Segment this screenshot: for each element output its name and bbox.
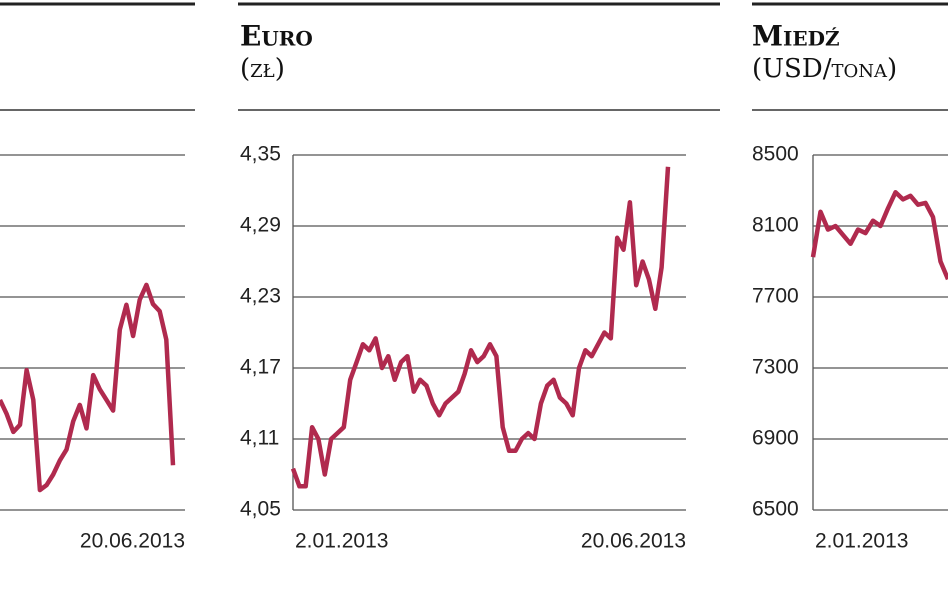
y-tick-label: 7300 xyxy=(752,356,799,379)
data-line xyxy=(810,190,948,281)
x-tick-label: 20.06.2013 xyxy=(80,530,185,553)
y-tick-label: 8100 xyxy=(752,214,799,237)
y-tick-label: 6500 xyxy=(752,498,799,521)
y-tick-label: 7700 xyxy=(752,285,799,308)
x-tick-label: 20.06.2013 xyxy=(581,530,686,553)
chart-title: Miedź xyxy=(752,20,840,53)
y-tick-label: 8500 xyxy=(752,143,799,166)
data-line xyxy=(0,282,176,493)
y-tick-label: 6900 xyxy=(752,427,799,450)
x-tick-label: 2.01.2013 xyxy=(815,530,908,553)
y-tick-label: 4,23 xyxy=(240,285,281,308)
y-tick-label: 4,17 xyxy=(240,356,281,379)
y-tick-label: 4,29 xyxy=(240,214,281,237)
y-tick-label: 4,05 xyxy=(240,498,281,521)
y-tick-label: 4,35 xyxy=(240,143,281,166)
chart-subtitle: (zł) xyxy=(240,54,285,84)
panels: 20.06.2013 Euro(zł) 4,05 4,11 4,17 4,23 4,29 4,… xyxy=(0,2,948,553)
data-line xyxy=(290,166,671,489)
x-tick-label: 2.01.2013 xyxy=(295,530,388,553)
y-tick-label: 4,11 xyxy=(240,427,279,450)
chart-subtitle: (USD/tona) xyxy=(752,54,897,84)
chart-title: Euro xyxy=(240,20,313,53)
